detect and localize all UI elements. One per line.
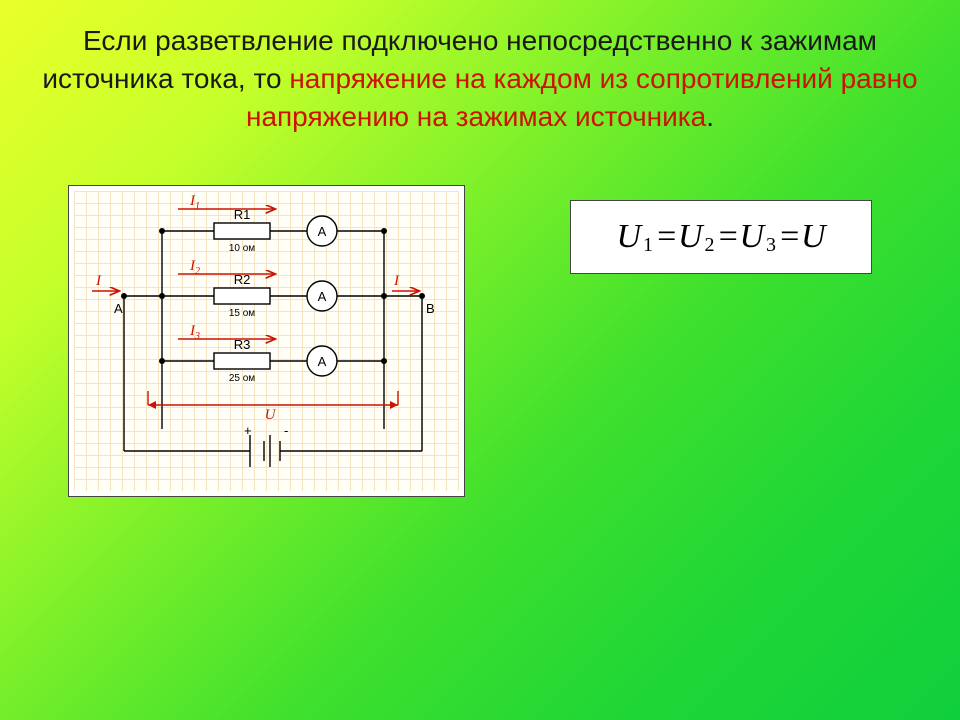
resistor-r2 (214, 288, 270, 304)
i-left: I (95, 273, 102, 289)
slide: Если разветвление подключено непосредств… (0, 0, 960, 720)
circuit-diagram: A A A R1 10 ом R2 15 ом R3 25 ом + - (68, 185, 465, 497)
formula-s2: 2 (703, 234, 717, 256)
node-b-label: B (426, 301, 435, 316)
formula-s1: 1 (641, 234, 655, 256)
formula-box: U1=U2=U3=U (570, 200, 872, 274)
heading-highlight: напряжение на каждом из сопротивлений ра… (246, 63, 918, 132)
heading-text-2: . (706, 101, 714, 132)
battery-minus: - (284, 423, 288, 438)
ammeter-3-label: A (318, 354, 327, 369)
heading: Если разветвление подключено непосредств… (40, 0, 920, 135)
i-right: I (393, 273, 400, 289)
formula-u1: U (616, 218, 641, 255)
resistor-r1 (214, 223, 270, 239)
circuit-svg: A A A R1 10 ом R2 15 ом R3 25 ом + - (74, 191, 459, 491)
voltage-u: U (265, 407, 277, 423)
ammeter-2-label: A (318, 289, 327, 304)
node-a-label: A (114, 301, 123, 316)
formula-uf: U (801, 218, 826, 255)
ammeter-1-label: A (318, 224, 327, 239)
formula-s3: 3 (764, 234, 778, 256)
battery-plus: + (244, 423, 252, 438)
r3-value: 25 ом (229, 373, 255, 384)
resistor-r3 (214, 353, 270, 369)
r2-value: 15 ом (229, 308, 255, 319)
formula-u3: U (739, 218, 764, 255)
formula: U1=U2=U3=U (616, 218, 825, 257)
formula-u2: U (678, 218, 703, 255)
r1-value: 10 ом (229, 243, 255, 254)
